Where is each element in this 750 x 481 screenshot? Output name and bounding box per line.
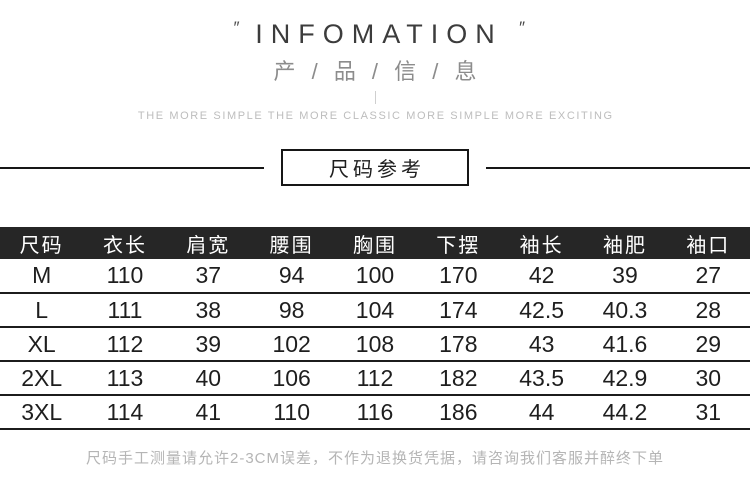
measurement-cell: 110 [83, 259, 167, 294]
size-table-head: 尺码 衣长 肩宽 腰围 胸围 下摆 袖长 袖肥 袖口 [0, 227, 750, 259]
column-header: 袖口 [686, 234, 731, 257]
column-header: 下摆 [436, 234, 481, 257]
measurement-cell: 43 [499, 327, 584, 362]
vertical-divider [374, 91, 376, 104]
size-label-cell: 3XL [0, 395, 84, 430]
measurement-cell: 108 [333, 327, 417, 362]
measurement-cell: 114 [83, 395, 167, 430]
measurement-cell: 104 [333, 293, 417, 328]
left-rule [0, 166, 264, 169]
measurement-cell: 170 [416, 259, 500, 294]
measurement-cell: 182 [416, 361, 500, 396]
page-subtitle: 产 / 品 / 信 / 息 [273, 59, 482, 84]
measurement-cell: 44.2 [583, 395, 667, 430]
measurement-cell: 174 [416, 293, 500, 328]
right-rule [486, 166, 750, 169]
column-header: 肩宽 [186, 234, 231, 257]
size-reference-label: 尺码参考 [329, 159, 425, 181]
measurement-cell: 116 [333, 395, 417, 430]
measurement-cell: 112 [83, 327, 167, 362]
size-label-cell: L [0, 293, 84, 328]
measurement-cell: 41 [166, 395, 250, 430]
measurement-cell: 39 [583, 259, 667, 294]
measurement-cell: 111 [83, 293, 167, 328]
table-row: L 111 38 98 104 174 42.5 40.3 28 [0, 293, 750, 328]
size-table-header-row: 尺码 衣长 肩宽 腰围 胸围 下摆 袖长 袖肥 袖口 [0, 227, 750, 259]
open-quote-mark: ″ [232, 18, 240, 37]
column-header: 袖肥 [602, 234, 647, 257]
size-label-cell: XL [0, 327, 84, 362]
size-table: 尺码 衣长 肩宽 腰围 胸围 下摆 袖长 袖肥 袖口 M 110 37 94 100 170 42 39 27 L… [0, 227, 750, 430]
measurement-cell: 41.6 [583, 327, 667, 362]
measurement-cell: 42.9 [583, 361, 667, 396]
page-title: ″ INFOMATION ″ [0, 12, 750, 50]
measurement-cell: 112 [333, 361, 417, 396]
table-row: 3XL 114 41 110 116 186 44 44.2 31 [0, 395, 750, 430]
measurement-cell: 186 [416, 395, 500, 430]
measurement-cell: 38 [166, 293, 250, 328]
size-reference-banner: 尺码参考 [0, 149, 750, 186]
measurement-cell: 98 [249, 293, 334, 328]
tagline: THE MORE SIMPLE THE MORE CLASSIC MORE SI… [137, 110, 614, 122]
column-header: 尺码 [19, 234, 64, 257]
column-header: 袖长 [519, 234, 564, 257]
measurement-cell: 37 [166, 259, 250, 294]
column-header: 腰围 [269, 234, 314, 257]
measurement-cell: 44 [499, 395, 584, 430]
column-header: 胸围 [352, 234, 397, 257]
measurement-cell: 94 [249, 259, 334, 294]
table-row: 2XL 113 40 106 112 182 43.5 42.9 30 [0, 361, 750, 396]
measurement-cell: 110 [249, 395, 334, 430]
size-table-body: M 110 37 94 100 170 42 39 27 L 111 38 98 104 174 42.5 40… [0, 259, 750, 430]
column-header: 衣长 [102, 234, 147, 257]
measurement-cell: 27 [666, 259, 750, 294]
size-label-cell: 2XL [0, 361, 84, 396]
measurement-cell: 39 [166, 327, 250, 362]
table-row: M 110 37 94 100 170 42 39 27 [0, 259, 750, 294]
measurement-cell: 113 [83, 361, 167, 396]
size-label-cell: M [0, 259, 84, 294]
size-reference-box: 尺码参考 [281, 149, 469, 186]
table-row: XL 112 39 102 108 178 43 41.6 29 [0, 327, 750, 362]
measurement-cell: 30 [666, 361, 750, 396]
measurement-cell: 43.5 [499, 361, 584, 396]
measurement-cell: 29 [666, 327, 750, 362]
close-quote-mark: ″ [518, 18, 526, 37]
measurement-cell: 178 [416, 327, 500, 362]
measurement-note: 尺码手工测量请允许2-3CM误差，不作为退换货凭据，请咨询我们客服并醉终下单 [85, 450, 664, 467]
measurement-cell: 106 [249, 361, 334, 396]
measurement-cell: 42.5 [499, 293, 584, 328]
measurement-cell: 42 [499, 259, 584, 294]
measurement-cell: 31 [666, 395, 750, 430]
measurement-cell: 28 [666, 293, 750, 328]
measurement-cell: 40.3 [583, 293, 667, 328]
measurement-cell: 40 [166, 361, 250, 396]
measurement-cell: 102 [249, 327, 334, 362]
measurement-cell: 100 [333, 259, 417, 294]
info-header: ″ INFOMATION ″ 产 / 品 / 信 / 息 THE MORE SI… [0, 0, 750, 124]
page-title-text: INFOMATION [255, 19, 503, 49]
